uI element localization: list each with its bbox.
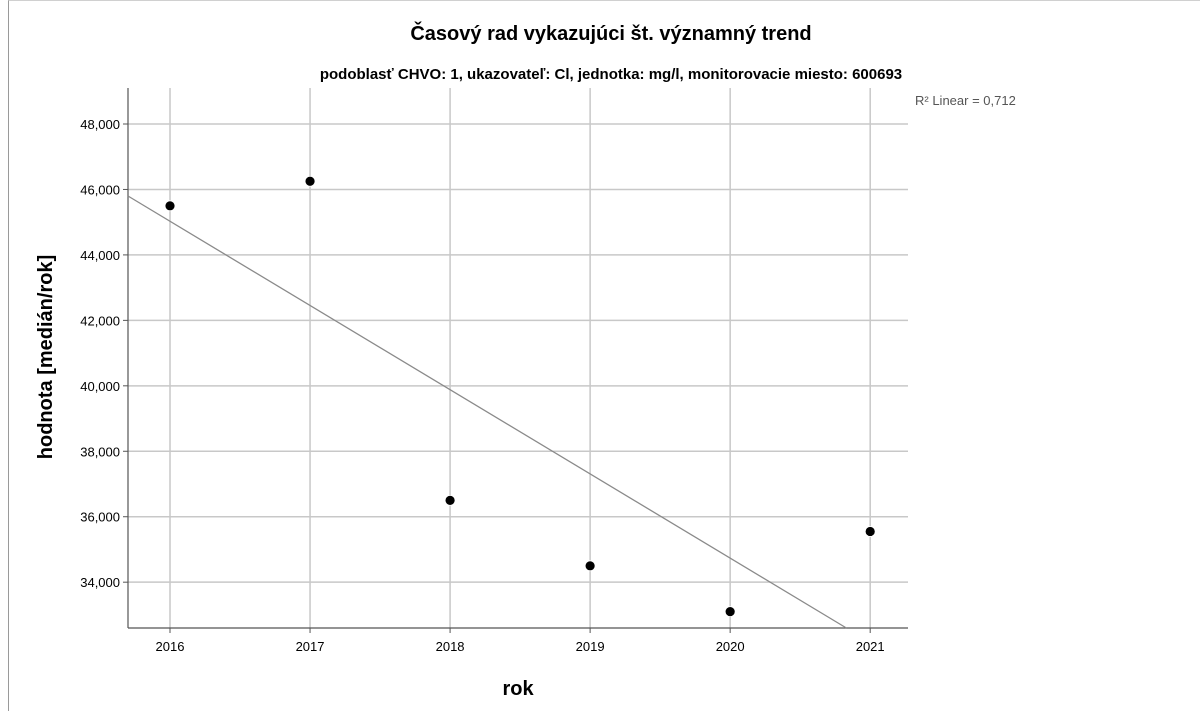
x-tick-label: 2021: [856, 639, 885, 654]
data-point: [444, 494, 456, 506]
y-tick-label: 34,000: [80, 575, 120, 590]
y-tick-label: 42,000: [80, 313, 120, 328]
y-tick-label: 46,000: [80, 182, 120, 197]
linear-fit-line: [127, 195, 847, 629]
x-tick-label: 2016: [156, 639, 185, 654]
y-tick-label: 38,000: [80, 444, 120, 459]
data-point: [304, 175, 316, 187]
chart-title: Časový rad vykazujúci št. významný trend: [410, 21, 811, 45]
data-points: [164, 175, 876, 618]
axes: [123, 88, 908, 633]
x-axis-label: rok: [502, 678, 534, 700]
data-point: [584, 560, 596, 572]
y-tick-label: 48,000: [80, 117, 120, 132]
data-point: [164, 200, 176, 212]
x-tick-label: 2017: [296, 639, 325, 654]
data-point: [864, 526, 876, 537]
fit-line-layer: [127, 195, 847, 629]
x-tick-label: 2018: [436, 639, 465, 654]
y-tick-label: 44,000: [80, 248, 120, 263]
grid: [128, 88, 908, 628]
y-axis-label: hodnota [medián/rok]: [35, 255, 57, 459]
chart-frame: [8, 0, 1200, 711]
chart-subtitle: podoblasť CHVO: 1, ukazovateľ: Cl, jedno…: [320, 66, 902, 83]
data-point: [724, 606, 736, 618]
x-tick-labels: 2016 2017 2018 2019 2020 2021: [156, 639, 885, 654]
x-tick-label: 2019: [576, 639, 605, 654]
y-tick-label: 40,000: [80, 379, 120, 394]
y-tick-labels: 34,000 36,000 38,000 40,000 42,000 44,000 46,0…: [80, 117, 120, 590]
r-squared-annotation: R² Linear = 0,712: [915, 93, 1016, 108]
x-tick-label: 2020: [716, 639, 745, 654]
y-tick-label: 36,000: [80, 510, 120, 525]
